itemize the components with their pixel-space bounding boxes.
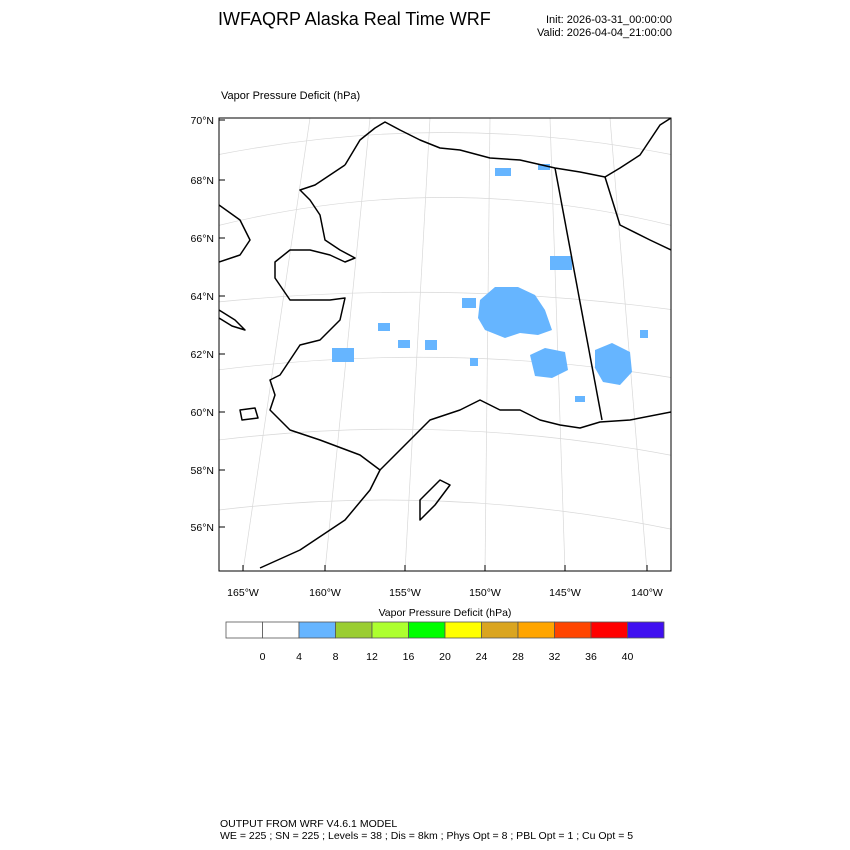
colorbar: 0 4 8 12 16 20 24 28 32 36 40 — [225, 621, 665, 663]
vpd-patch — [640, 330, 648, 338]
colorbar-label: 20 — [439, 651, 451, 663]
colorbar-box — [262, 621, 300, 639]
lat-label: 62°N — [191, 349, 214, 361]
vpd-patch — [575, 396, 585, 402]
colorbar-box — [481, 621, 519, 639]
colorbar-label: 28 — [512, 651, 524, 663]
colorbar-title: Vapor Pressure Deficit (hPa) — [379, 607, 512, 619]
colorbar-box — [408, 621, 446, 639]
vpd-patch — [550, 256, 572, 270]
vpd-patch — [425, 340, 437, 350]
vpd-area-copper — [530, 348, 568, 378]
coastline — [219, 118, 671, 569]
vpd-area-east — [595, 343, 632, 385]
colorbar-label: 32 — [549, 651, 561, 663]
colorbar-box — [225, 621, 263, 639]
time-info: Init: 2026-03-31_00:00:00 Valid: 2026-04… — [537, 14, 672, 40]
vpd-patch — [495, 168, 511, 176]
lat-label: 60°N — [191, 407, 214, 419]
colorbar-label: 24 — [476, 651, 488, 663]
colorbar-box — [554, 621, 592, 639]
vpd-patch — [470, 358, 478, 366]
footer-line-1: OUTPUT FROM WRF V4.6.1 MODEL — [220, 818, 398, 830]
lon-label: 150°W — [469, 587, 501, 599]
colorbar-label: 0 — [260, 651, 266, 663]
lon-label: 140°W — [631, 587, 663, 599]
colorbar-label: 16 — [403, 651, 415, 663]
map-frame — [218, 117, 672, 572]
lat-label: 70°N — [191, 115, 214, 127]
lon-label: 165°W — [227, 587, 259, 599]
lat-label: 68°N — [191, 175, 214, 187]
lat-label: 64°N — [191, 291, 214, 303]
vpd-patch — [462, 298, 476, 308]
lat-label: 56°N — [191, 522, 214, 534]
model-footer: OUTPUT FROM WRF V4.6.1 MODEL WE = 225 ; … — [220, 818, 633, 842]
colorbar-box — [371, 621, 409, 639]
field-title: Vapor Pressure Deficit (hPa) — [221, 90, 361, 102]
lon-label: 145°W — [549, 587, 581, 599]
colorbar-label: 8 — [333, 651, 339, 663]
vpd-area-interior — [478, 287, 552, 338]
lat-label: 58°N — [191, 465, 214, 477]
colorbar-label: 12 — [366, 651, 378, 663]
vpd-patch — [538, 164, 550, 170]
vpd-shading — [332, 164, 648, 402]
plot-title: IWFAQRP Alaska Real Time WRF — [218, 9, 491, 29]
graticule — [219, 118, 671, 571]
vpd-patch — [332, 348, 354, 362]
colorbar-box — [627, 621, 665, 639]
lat-label: 66°N — [191, 233, 214, 245]
init-time: Init: 2026-03-31_00:00:00 — [546, 14, 672, 26]
colorbar-label: 40 — [622, 651, 634, 663]
longitude-axis: 165°W 160°W 155°W 150°W 145°W 140°W — [227, 565, 663, 599]
vpd-patch — [378, 323, 390, 331]
lon-label: 160°W — [309, 587, 341, 599]
colorbar-box — [590, 621, 628, 639]
colorbar-box — [444, 621, 482, 639]
valid-time: Valid: 2026-04-04_21:00:00 — [537, 27, 672, 39]
lon-label: 155°W — [389, 587, 421, 599]
colorbar-box — [335, 621, 373, 639]
colorbar-box — [298, 621, 336, 639]
footer-line-2: WE = 225 ; SN = 225 ; Levels = 38 ; Dis … — [220, 830, 634, 842]
vpd-patch — [398, 340, 410, 348]
colorbar-box — [517, 621, 555, 639]
colorbar-label: 4 — [296, 651, 302, 663]
latitude-axis: 70°N 68°N 66°N 64°N 62°N 60°N 58°N 56°N — [191, 115, 225, 534]
colorbar-label: 36 — [585, 651, 597, 663]
